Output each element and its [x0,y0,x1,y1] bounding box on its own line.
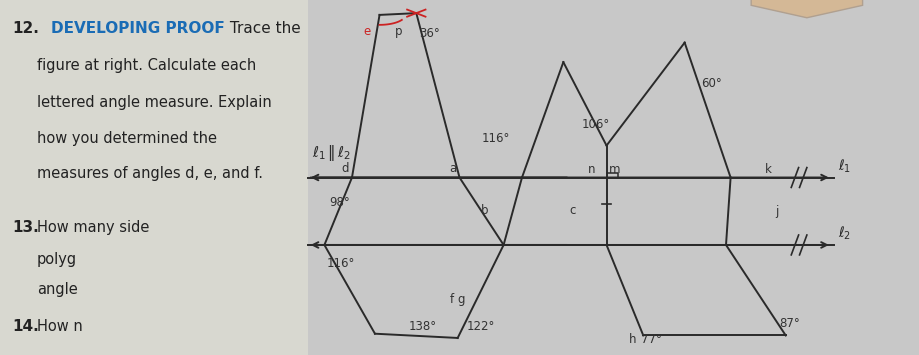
Text: 122°: 122° [467,320,495,333]
Text: 60°: 60° [701,77,722,90]
Text: How n: How n [37,319,83,334]
Text: n: n [588,163,596,176]
Text: 116°: 116° [482,132,510,145]
Text: h: h [630,333,637,345]
Text: e: e [363,26,370,38]
Text: $\ell_1$: $\ell_1$ [838,157,851,175]
Text: k: k [765,163,771,176]
Text: polyg: polyg [37,252,77,267]
Text: lettered angle measure. Explain: lettered angle measure. Explain [37,95,271,110]
Text: d: d [342,162,349,175]
Text: m: m [609,163,621,176]
Text: f: f [450,294,454,306]
Text: a: a [449,162,457,175]
Text: 12.: 12. [12,21,39,36]
Text: $\ell_1 \,\|\, \ell_2$: $\ell_1 \,\|\, \ell_2$ [312,143,351,163]
Text: 13.: 13. [12,220,39,235]
Text: 77°: 77° [641,333,662,345]
Text: DEVELOPING PROOF: DEVELOPING PROOF [51,21,224,36]
Text: 98°: 98° [329,196,350,209]
Text: g: g [458,294,465,306]
Text: How many side: How many side [37,220,149,235]
FancyBboxPatch shape [0,0,308,355]
Text: 106°: 106° [582,118,610,131]
Text: measures of angles d, e, and f.: measures of angles d, e, and f. [37,166,263,181]
Text: 116°: 116° [326,257,355,270]
Text: figure at right. Calculate each: figure at right. Calculate each [37,58,256,73]
Text: $\ell_2$: $\ell_2$ [838,225,851,242]
Text: p: p [395,25,403,38]
Text: Trace the: Trace the [225,21,301,36]
Text: 87°: 87° [779,317,800,329]
Text: b: b [481,204,488,217]
Text: c: c [570,204,576,217]
Text: angle: angle [37,282,77,297]
Polygon shape [751,0,863,18]
Text: 14.: 14. [12,319,39,334]
Text: 138°: 138° [409,320,437,333]
Text: how you determined the: how you determined the [37,131,217,146]
Text: j: j [775,205,778,218]
Text: 36°: 36° [419,27,440,39]
